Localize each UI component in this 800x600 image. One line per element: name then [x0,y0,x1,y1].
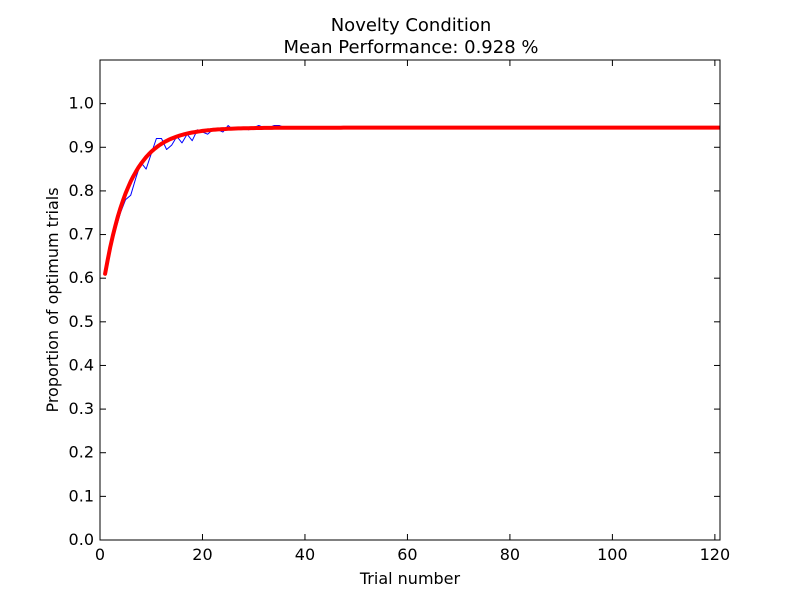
x-axis-label: Trial number [359,569,461,588]
x-tick-label: 60 [397,545,417,564]
fitted-curve [103,125,720,276]
chart-title: Novelty Condition [331,15,492,36]
chart-subtitle: Mean Performance: 0.928 % [284,37,539,58]
y-axis-label: Proportion of optimum trials [43,187,62,412]
plot-area [103,125,720,276]
y-tick-label: 0.7 [69,225,94,244]
y-tick-label: 0.2 [69,443,94,462]
y-tick-label: 0.5 [69,312,94,331]
y-tick-label: 0.6 [69,268,94,287]
y-tick-label: 0.0 [69,530,94,549]
x-tick-label: 80 [500,545,520,564]
x-tick-label: 120 [700,545,731,564]
observed-line [104,125,316,275]
y-tick-label: 0.9 [69,137,94,156]
x-tick-label: 20 [192,545,212,564]
y-tick-label: 0.1 [69,486,94,505]
x-tick-label: 100 [597,545,628,564]
y-tick-label: 0.3 [69,399,94,418]
axis-ticks: 0 20 40 60 80 100 120 0.0 0.1 0.2 0.3 0.4 0.5 0.6 0.7 0… [69,60,731,564]
y-tick-label: 1.0 [69,94,94,113]
y-tick-label: 0.4 [69,355,94,374]
x-tick-label: 40 [295,545,315,564]
y-tick-label: 0.8 [69,181,94,200]
plot-frame [99,59,721,541]
x-tick-label: 0 [95,545,105,564]
